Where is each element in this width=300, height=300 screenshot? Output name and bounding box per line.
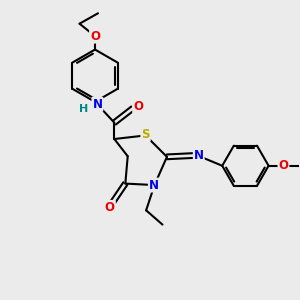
Text: N: N — [92, 98, 102, 111]
Text: N: N — [149, 178, 159, 192]
Text: H: H — [79, 104, 88, 114]
Text: O: O — [105, 201, 115, 214]
Text: S: S — [141, 128, 150, 141]
Text: O: O — [133, 100, 143, 112]
Text: O: O — [90, 30, 100, 43]
Text: N: N — [194, 149, 204, 162]
Text: O: O — [278, 159, 289, 172]
